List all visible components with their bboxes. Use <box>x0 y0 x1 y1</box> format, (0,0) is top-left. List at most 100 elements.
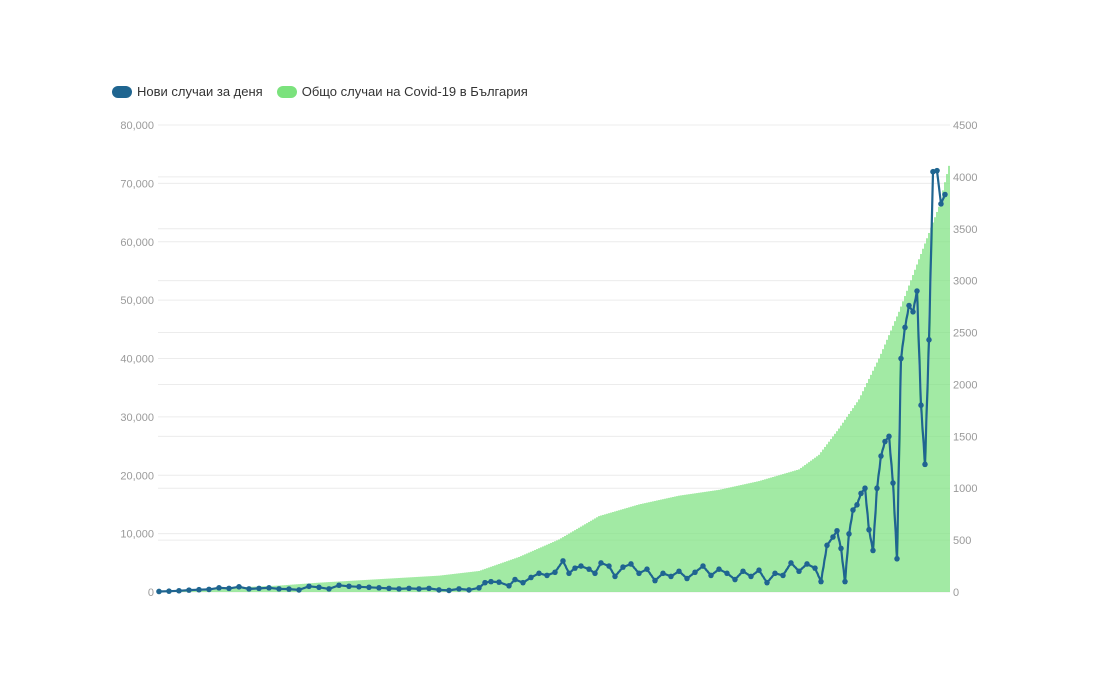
point-daily <box>276 586 282 592</box>
bar-total <box>836 431 838 592</box>
bar-total <box>494 565 496 592</box>
point-daily <box>482 579 488 586</box>
bar-total <box>746 483 748 592</box>
point-daily <box>732 576 738 583</box>
point-daily <box>552 569 558 576</box>
bar-total <box>924 243 926 592</box>
bar-total <box>788 472 790 592</box>
right-tick-label: 4500 <box>953 120 977 132</box>
point-daily <box>676 568 682 575</box>
bar-total <box>238 587 240 592</box>
point-daily <box>926 337 932 343</box>
bar-total <box>664 498 666 592</box>
bar-total <box>582 525 584 592</box>
legend-item-daily[interactable]: Нови случаи за деня <box>112 84 263 99</box>
point-daily <box>620 564 626 570</box>
legend-label-daily: Нови случаи за деня <box>137 84 263 99</box>
bar-total <box>850 411 852 592</box>
bar-total <box>542 546 544 592</box>
point-daily <box>598 560 604 566</box>
point-daily <box>882 438 888 445</box>
point-daily <box>644 566 650 572</box>
point-daily <box>336 582 342 589</box>
point-daily <box>286 586 292 592</box>
bar-total <box>628 507 630 592</box>
bar-total <box>540 547 542 592</box>
point-daily <box>586 566 592 572</box>
bar-total <box>440 575 442 592</box>
bar-total <box>520 556 522 592</box>
bar-total <box>222 588 224 592</box>
bar-total <box>714 490 716 592</box>
point-daily <box>922 461 928 468</box>
bar-total <box>400 577 402 592</box>
point-daily <box>874 485 880 492</box>
point-daily <box>436 587 442 593</box>
bar-total <box>566 534 568 592</box>
bar-total <box>240 587 242 592</box>
point-daily <box>636 570 642 577</box>
bar-total <box>786 472 788 592</box>
left-tick-label: 80,000 <box>120 120 154 132</box>
bar-total <box>826 444 828 592</box>
point-daily <box>566 570 572 577</box>
bar-total <box>516 557 518 592</box>
bar-total <box>674 496 676 592</box>
point-daily <box>544 572 550 579</box>
point-daily <box>246 586 252 592</box>
point-daily <box>934 167 940 174</box>
bar-total <box>468 572 470 592</box>
point-daily <box>572 565 578 571</box>
bar-total <box>234 587 236 592</box>
bar-total <box>852 408 854 592</box>
bar-total <box>696 493 698 592</box>
bar-total <box>220 588 222 592</box>
bar-total <box>762 479 764 592</box>
bar-total <box>486 568 488 592</box>
bar-total <box>436 575 438 592</box>
bar-total <box>874 366 876 592</box>
bar-total <box>672 496 674 592</box>
point-daily <box>796 568 802 575</box>
point-daily <box>236 584 242 590</box>
left-tick-label: 20,000 <box>120 470 154 482</box>
bar-total <box>814 457 816 592</box>
point-daily <box>788 560 794 566</box>
bar-total <box>706 491 708 592</box>
point-daily <box>266 585 272 591</box>
point-daily <box>176 587 182 594</box>
point-daily <box>466 587 472 593</box>
point-daily <box>878 453 884 459</box>
bar-total <box>710 491 712 592</box>
legend-swatch-daily <box>112 85 132 98</box>
bar-total <box>808 462 810 592</box>
bar-total <box>544 545 546 592</box>
bar-total <box>870 374 872 592</box>
bar-total <box>648 502 650 592</box>
bar-total <box>818 454 820 592</box>
legend-item-total[interactable]: Общо случаи на Covid-19 в България <box>276 84 528 99</box>
bar-total <box>734 486 736 592</box>
bar-total <box>650 501 652 592</box>
bar-total <box>642 503 644 592</box>
bar-total <box>682 495 684 592</box>
bar-total <box>726 488 728 592</box>
series-daily-line <box>156 167 948 595</box>
bar-total <box>364 579 366 592</box>
bar-total <box>526 553 528 592</box>
point-daily <box>906 302 912 309</box>
point-daily <box>296 587 302 593</box>
point-daily <box>476 585 482 591</box>
bar-total <box>430 576 432 592</box>
bar-total <box>820 452 822 592</box>
bar-total <box>766 478 768 592</box>
bar-total <box>888 335 890 592</box>
bar-total <box>896 316 898 592</box>
bar-total <box>756 481 758 592</box>
point-daily <box>520 579 526 586</box>
bar-total <box>446 574 448 592</box>
bar-total <box>504 561 506 592</box>
bar-total <box>480 570 482 592</box>
bar-total <box>460 573 462 592</box>
bar-total <box>928 232 930 592</box>
